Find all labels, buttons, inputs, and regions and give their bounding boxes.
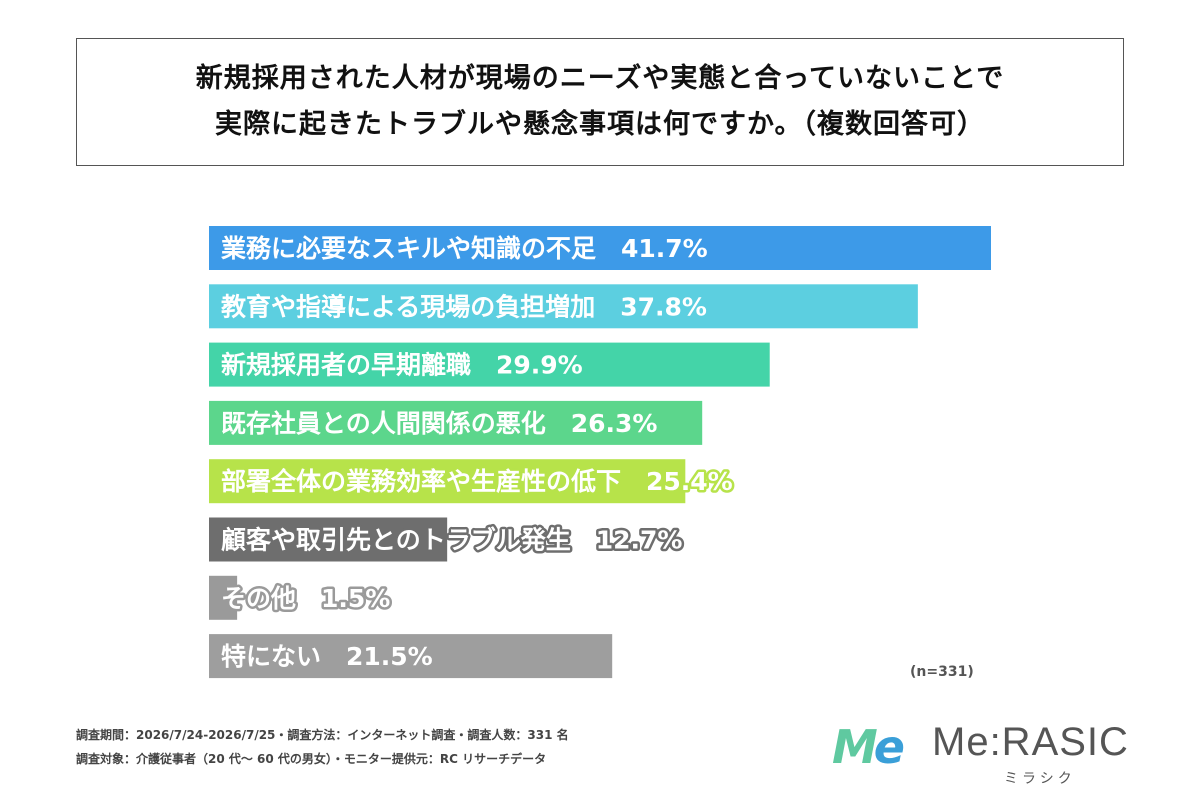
bar-label-2: 教育や指導による現場の負担増加 37.8% [221, 292, 707, 321]
bar-label-1: 業務に必要なスキルや知識の不足 41.7% [221, 234, 708, 263]
bar-label-4: 既存社員との人間関係の悪化 26.3% [221, 409, 657, 438]
bar-1 [209, 226, 991, 270]
title-line-1: 新規採用された人材が現場のニーズや実態と合っていないことで [195, 63, 1005, 94]
bar-label-5: 部署全体の業務効率や生産性の低下 25.4% [221, 467, 733, 496]
bar-label-8: 特にない 21.5% [221, 642, 433, 671]
logo-name: Me:RASIC [932, 720, 1129, 764]
bar-label-7: その他 1.5% [221, 584, 390, 613]
bar-label-3: 新規採用者の早期離職 29.9% [221, 351, 583, 380]
footer-survey-target: 調査対象：介護従事者（20 代～ 60 代の男女）・モニター提供元：RC リサー… [76, 752, 547, 766]
bar-4 [209, 400, 703, 445]
logo-mark-icon: Me [832, 720, 905, 774]
bar-8 [209, 634, 613, 679]
bar-3 [209, 342, 770, 387]
logo-sub: ミラシク [1004, 771, 1076, 787]
title-line-2: 実際に起きたトラブルや懸念事項は何ですか。（複数回答可） [215, 109, 985, 140]
title-box: 新規採用された人材が現場のニーズや実態と合っていないことで 実際に起きたトラブル… [76, 38, 1124, 166]
bar-2 [209, 284, 918, 329]
sample-size-note: (n=331) [910, 664, 974, 680]
bar-6 [209, 517, 448, 562]
bar-label-6: 顧客や取引先とのトラブル発生 12.7% [221, 526, 682, 555]
company-logo: Me Me:RASIC ミラシク [832, 718, 1132, 788]
bar-7 [209, 575, 238, 620]
bar-5 [209, 459, 686, 504]
footer-survey-period: 調査期間：2026/7/24-2026/7/25・調査方法：インターネット調査・… [76, 728, 569, 742]
